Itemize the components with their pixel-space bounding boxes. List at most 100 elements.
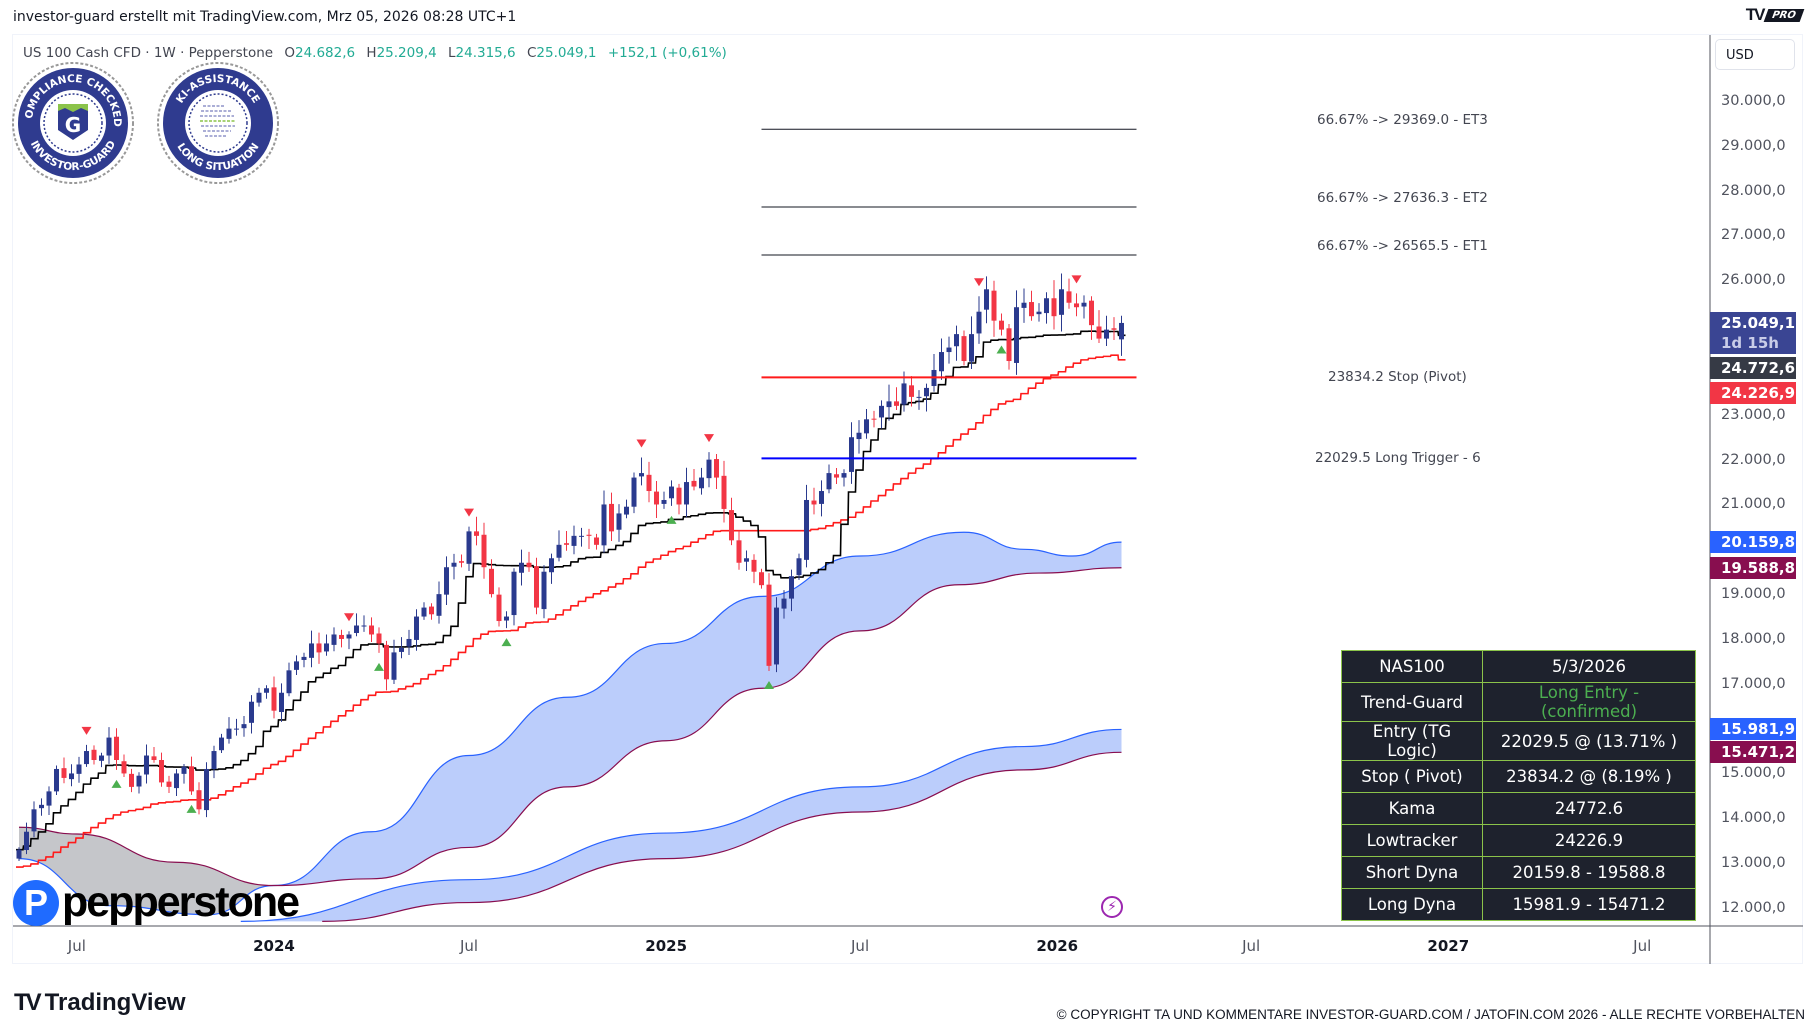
candle-body [106, 737, 112, 756]
candle-body [369, 625, 374, 635]
candle-body [241, 724, 247, 729]
candle [144, 744, 149, 784]
price-tick-label: 19.000,0 [1721, 586, 1786, 603]
candle-body [376, 633, 382, 644]
candle [564, 530, 569, 551]
candle [496, 587, 502, 627]
candle [556, 530, 562, 562]
price-badge: 19.588,8 [1710, 556, 1796, 579]
candle-body [309, 643, 314, 658]
candle [976, 296, 982, 344]
candle [519, 549, 524, 586]
buy-signal-triangle-icon [111, 779, 122, 788]
price-badge-value: 19.588,8 [1721, 558, 1796, 577]
sell-signal-triangle-icon [344, 613, 354, 622]
candle-body [616, 513, 622, 530]
long-dyna-upper-line [240, 728, 1122, 922]
buy-signal-triangle-icon [764, 681, 774, 690]
candle [1104, 315, 1109, 346]
candle [1081, 295, 1087, 319]
candle [871, 410, 877, 428]
level-label: 66.67% -> 29369.0 - ET3 [1317, 112, 1488, 129]
candle-body [1029, 302, 1034, 317]
price-badge-value: 15.471,2 [1721, 743, 1796, 762]
candle-body [901, 383, 907, 405]
row-value: 23834.2 @ (8.19% ) [1482, 760, 1696, 793]
time-tick-label: Jul [1633, 937, 1652, 955]
candle-body [646, 474, 652, 492]
long-dyna-lower-line [322, 751, 1122, 922]
candle-body [819, 491, 824, 504]
symbol-info[interactable]: US 100 Cash CFD · 1W · Pepperstone [23, 45, 274, 61]
candle [316, 632, 322, 664]
price-badge-value: 20.159,8 [1721, 533, 1796, 552]
candle-body [99, 755, 104, 761]
candle-body [159, 760, 164, 783]
currency-selector[interactable]: USD [1715, 39, 1795, 70]
row-label: Kama [1341, 792, 1483, 825]
candle-body [1066, 291, 1072, 303]
candle [384, 640, 389, 691]
candle-body [879, 405, 884, 418]
candle-body [1081, 302, 1087, 307]
candle-body [676, 487, 682, 505]
candle-body [834, 474, 839, 478]
candle [909, 376, 914, 407]
candle [106, 727, 112, 764]
candle-body [481, 534, 487, 568]
candle [706, 452, 712, 488]
candle [699, 467, 704, 495]
candle [84, 744, 89, 767]
row-value: 5/3/2026 [1482, 650, 1696, 683]
high-value: 25.209,4 [376, 45, 437, 61]
candle-body [849, 437, 854, 472]
candle [811, 487, 817, 515]
candle-body [301, 656, 307, 660]
candle [946, 336, 952, 364]
time-tick-label: 2025 [645, 937, 688, 955]
candle-body [1006, 328, 1012, 362]
table-row: NAS100 5/3/2026 [1341, 650, 1696, 683]
price-tick-label: 13.000,0 [1721, 855, 1786, 872]
short-dyna-fill [274, 532, 1122, 886]
candle [1029, 290, 1034, 321]
price-tick-label: 28.000,0 [1721, 182, 1786, 199]
candle [406, 629, 412, 655]
chart-pane[interactable] [12, 34, 1803, 964]
candle-body [609, 503, 614, 532]
candle-body [114, 736, 119, 761]
candle [646, 461, 652, 503]
candle-body [324, 643, 329, 652]
short-dyna-upper-line [18, 531, 1122, 916]
candle [76, 756, 82, 783]
candle-body [31, 809, 37, 832]
bar-countdown: 1d 15h [1721, 333, 1779, 352]
chart-title: investor-guard erstellt mit TradingView.… [13, 9, 517, 25]
candle [444, 556, 449, 606]
copyright-notice: © COPYRIGHT TA UND KOMMENTARE INVESTOR-G… [1056, 1007, 1805, 1022]
candle [819, 480, 824, 517]
price-tick-label: 29.000,0 [1721, 137, 1786, 154]
candle-body [864, 419, 869, 434]
tradingview-mark-icon: TV [14, 989, 42, 1016]
candle-body [796, 558, 802, 576]
sell-signal-triangle-icon [704, 434, 714, 443]
candle-body [166, 781, 172, 787]
candle-body [811, 500, 817, 505]
pepperstone-logo: P pepperstone [13, 878, 300, 927]
candle [241, 716, 247, 737]
candle-body [1044, 298, 1049, 314]
candle-body [234, 728, 239, 730]
candle-body [579, 535, 584, 537]
candle [1096, 310, 1102, 344]
candle-body [91, 749, 97, 761]
lightning-icon[interactable]: ⚡ [1101, 896, 1123, 918]
candle [346, 631, 352, 650]
candle-body [384, 644, 389, 680]
candle [661, 491, 667, 509]
candle [751, 554, 757, 584]
row-value: 20159.8 - 19588.8 [1482, 856, 1696, 889]
candle [774, 597, 779, 673]
compliance-checked-seal: G COMPLIANCE CHECKED INVESTOR-GUARD [10, 60, 134, 184]
